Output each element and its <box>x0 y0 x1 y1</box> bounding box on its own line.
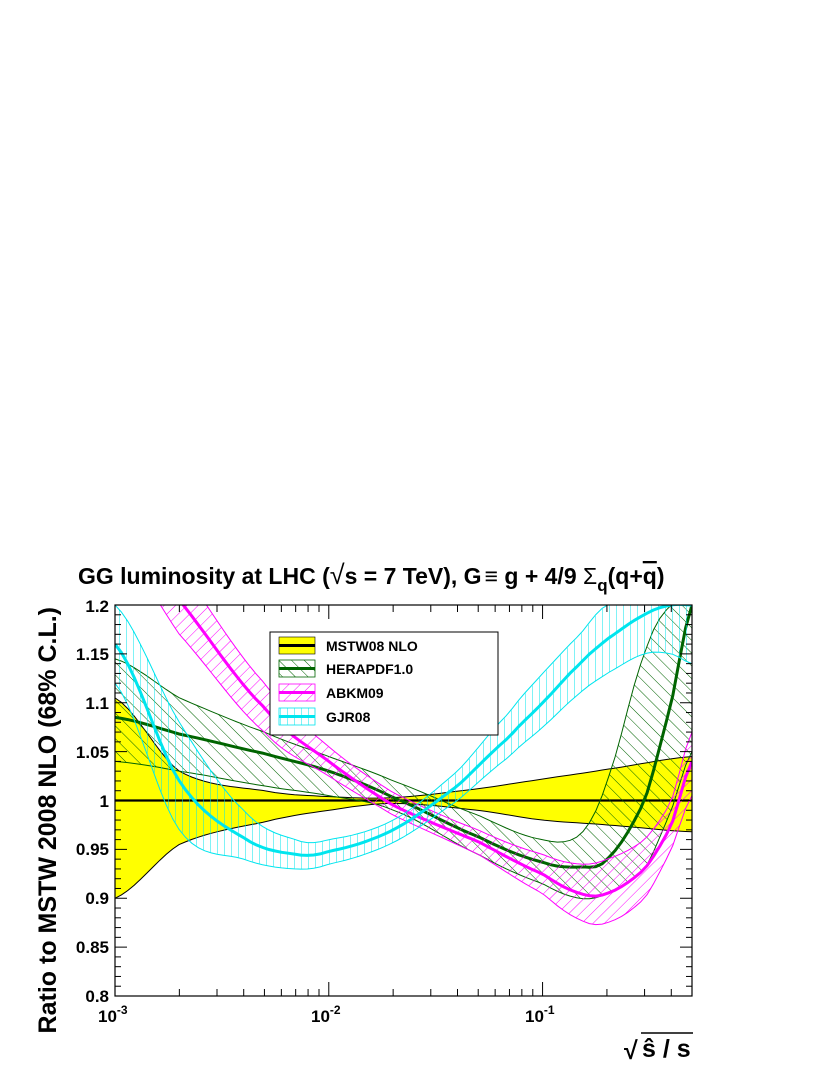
title-qbar: q <box>643 563 657 589</box>
y-tick-label: 1.15 <box>76 645 109 664</box>
y-tick-label: 1 <box>100 792 109 811</box>
chart-title: GG luminosity at LHC (√s = 7 TeV), G ≡ g … <box>78 560 664 595</box>
x-axis-title: √ ŝ / s <box>624 1032 693 1065</box>
x-tick-label: 10-2 <box>311 1003 341 1026</box>
y-tick-label: 0.95 <box>76 840 109 859</box>
x-axis-sqrt-sign: √ <box>624 1037 638 1065</box>
ticks-layer <box>114 604 693 997</box>
x-tick-label: 10-3 <box>98 1003 128 1026</box>
y-tick-label: 0.85 <box>76 938 109 957</box>
legend: MSTW08 NLO HERAPDF1.0 ABKM09 GJR08 <box>269 631 499 736</box>
legend-item-mstw: MSTW08 NLO <box>278 636 418 655</box>
band-abkm09 <box>160 605 692 925</box>
legend-label: ABKM09 <box>326 685 384 701</box>
title-sigma: Σ <box>583 563 597 589</box>
y-tick-label: 1.1 <box>85 694 109 713</box>
legend-item-abkm: ABKM09 <box>278 683 384 702</box>
legend-item-herapdf: HERAPDF1.0 <box>278 659 413 678</box>
title-close: ) <box>657 563 665 589</box>
band-upper-edge-gjr08 <box>115 605 692 844</box>
y-axis-title: Ratio to MSTW 2008 NLO (68% C.L.) <box>34 607 62 1033</box>
legend-label: HERAPDF1.0 <box>326 661 413 677</box>
bands-layer <box>115 605 692 926</box>
band-lower-edge-gjr08 <box>115 651 692 870</box>
title-prefix: GG luminosity at LHC ( <box>78 563 330 589</box>
title-qq: (q+ <box>608 563 643 589</box>
title-sqrt-s: s = 7 TeV), G <box>345 563 482 589</box>
y-tick-labels: 0.8 0.85 0.9 0.95 1 1.05 1.1 1.15 1.2 <box>76 597 109 1006</box>
x-tick-labels: 10-3 10-2 10-1 <box>98 1003 555 1026</box>
y-tick-label: 1.05 <box>76 743 109 762</box>
x-tick-label: 10-1 <box>525 1003 555 1026</box>
title-def: g + 4/9 <box>498 563 583 589</box>
title-equiv: ≡ <box>485 563 498 589</box>
sqrt-sign: √ <box>330 560 345 590</box>
y-tick-label: 1.2 <box>85 597 109 616</box>
y-tick-label: 0.9 <box>85 889 109 908</box>
central-line-abkm09 <box>181 605 692 898</box>
legend-label: MSTW08 NLO <box>326 638 418 654</box>
band-upper-edge-herapdf1-0 <box>115 605 692 843</box>
legend-item-gjr: GJR08 <box>278 707 371 726</box>
band-upper-edge-abkm09 <box>205 605 692 865</box>
central-line-gjr08 <box>115 605 692 857</box>
x-axis-title-text: ŝ / s <box>642 1035 691 1063</box>
title-sub: q <box>597 576 607 595</box>
legend-label: GJR08 <box>326 709 371 725</box>
y-tick-label: 0.8 <box>85 987 109 1006</box>
band-gjr08 <box>115 605 692 870</box>
